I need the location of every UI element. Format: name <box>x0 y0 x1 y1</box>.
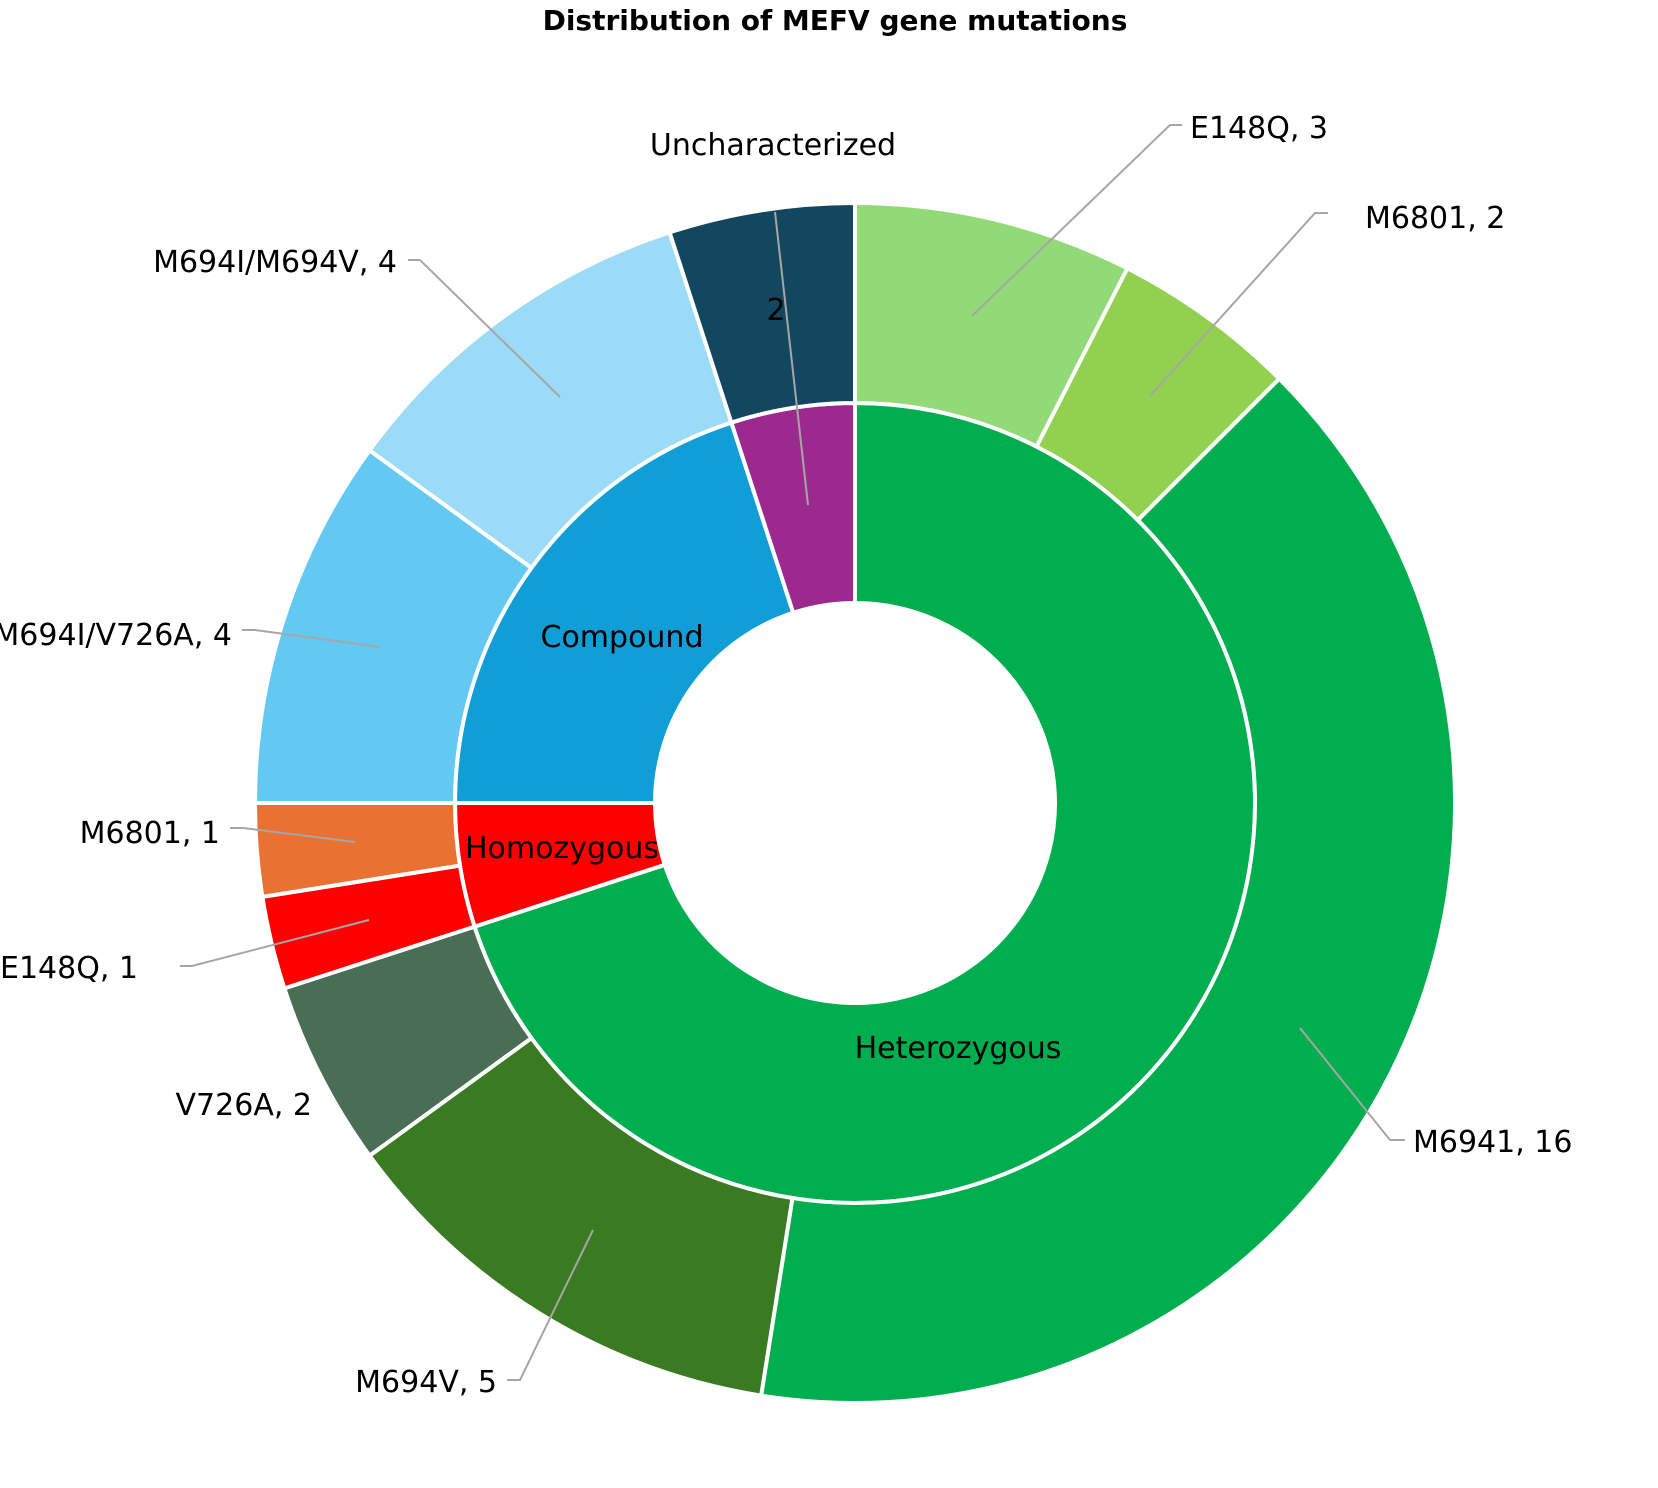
leader-line-inner-uncharacterized <box>774 211 809 506</box>
leader-line-outer-2 <box>1299 1027 1405 1141</box>
leader-lines <box>180 124 1405 1381</box>
leader-line-outer-0 <box>971 124 1182 317</box>
leader-line-outer-3 <box>507 1229 594 1381</box>
outer-segment-uncharacterized <box>667 200 857 426</box>
data-label-inner-2: Compound <box>541 620 704 655</box>
data-label-outer-7: M694I/V726A, 4 <box>0 618 232 653</box>
leader-line-outer-1 <box>1149 212 1328 397</box>
outer-ring <box>252 200 1457 1405</box>
leader-line-outer-8 <box>408 259 561 398</box>
chart-title: Distribution of MEFV gene mutations <box>543 4 1128 37</box>
inner-ring <box>452 400 1257 1205</box>
data-label-outer-0: E148Q, 3 <box>1190 111 1328 146</box>
data-label-outer-8: M694I/M694V, 4 <box>153 245 397 280</box>
data-label-outer-9: 2 <box>766 293 785 328</box>
data-label-inner-0: Heterozygous <box>855 1031 1062 1066</box>
data-label-inner-1: Homozygous <box>465 831 659 866</box>
outer-segment-m694v <box>366 1035 795 1398</box>
leader-line-outer-7 <box>242 629 381 648</box>
outer-segment-m6941 <box>758 375 1457 1405</box>
data-label-outer-2: M6941, 16 <box>1413 1125 1572 1160</box>
data-label-outer-1: M6801, 2 <box>1365 201 1505 236</box>
data-labels: E148Q, 3 M6801, 2 M6941, 16 M694V, 5 V726A, … <box>0 111 1572 1400</box>
data-label-outer-6: M6801, 1 <box>80 816 220 851</box>
data-label-outer-4: V726A, 2 <box>176 1088 312 1123</box>
data-label-outer-5: E148Q, 1 <box>0 951 138 986</box>
data-label-inner-3: Uncharacterized <box>650 128 896 163</box>
leader-line-outer-6 <box>230 827 356 843</box>
leader-line-outer-5 <box>180 919 370 967</box>
data-label-outer-3: M694V, 5 <box>355 1365 497 1400</box>
